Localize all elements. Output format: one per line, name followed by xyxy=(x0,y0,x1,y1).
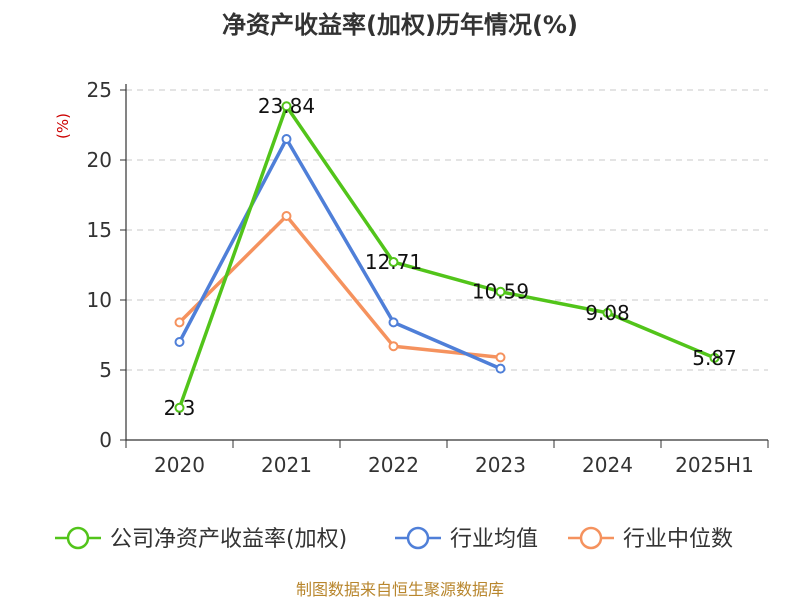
data-label-2023: 10.59 xyxy=(472,280,529,304)
series-2 xyxy=(174,211,506,363)
legend-label-0: 公司净资产收益率(加权) xyxy=(110,527,347,552)
series-layer xyxy=(174,101,720,413)
data-point-2021 xyxy=(281,101,292,112)
legend-item-0: 公司净资产收益率(加权) xyxy=(55,526,347,552)
data-label-2022: 12.71 xyxy=(365,250,422,274)
data-point-2025H1 xyxy=(709,352,720,363)
data-point-2022 xyxy=(388,257,399,268)
data-point-2022 xyxy=(388,317,399,328)
y-tick-label: 15 xyxy=(87,218,112,242)
data-point-2023 xyxy=(495,352,506,363)
axis-layer: 0 5 10 15 20 25 2020 2021 2022 2023 2024 2025H1 xyxy=(87,78,769,477)
source-note: 制图数据来自恒生聚源数据库 xyxy=(296,580,504,599)
series-line-0 xyxy=(177,104,717,410)
x-tick-label-2020: 2020 xyxy=(154,453,205,477)
data-point-2021 xyxy=(281,211,292,221)
x-tick-label-2023: 2023 xyxy=(475,453,526,477)
data-point-2022 xyxy=(388,341,399,352)
y-axis-label: (%) xyxy=(54,113,72,139)
legend-marker-2 xyxy=(579,526,603,550)
chart-title: 净资产收益率(加权)历年情况(%) xyxy=(222,11,578,39)
y-tick-label: 10 xyxy=(87,288,112,312)
legend-item-1: 行业均值 xyxy=(395,526,538,552)
data-label-2024: 9.08 xyxy=(585,301,630,325)
data-label-2025H1: 5.87 xyxy=(692,346,737,370)
data-point-2024 xyxy=(602,307,613,318)
legend-marker-0 xyxy=(66,526,90,550)
data-label-2020: 2.3 xyxy=(164,396,196,420)
grid-layer xyxy=(126,89,768,371)
series-1 xyxy=(174,134,506,374)
series-0 xyxy=(174,101,720,413)
legend-marker-1 xyxy=(406,526,430,550)
legend-label-1: 行业均值 xyxy=(450,527,538,552)
series-line-2 xyxy=(177,214,503,360)
legend: 公司净资产收益率(加权) 行业均值 行业中位数 xyxy=(55,526,733,552)
data-label-2021: 23.84 xyxy=(258,94,315,118)
data-point-2020 xyxy=(174,337,185,347)
x-tick-label-2021: 2021 xyxy=(261,453,312,477)
data-point-2023 xyxy=(495,363,506,374)
data-point-2021 xyxy=(281,134,292,144)
data-point-2020 xyxy=(174,317,185,328)
x-tick-label-2024: 2024 xyxy=(582,453,633,477)
y-tick-label: 20 xyxy=(87,148,112,172)
y-tick-label: 5 xyxy=(99,358,112,382)
x-tick-label-2022: 2022 xyxy=(368,453,419,477)
data-point-2023 xyxy=(495,286,506,297)
data-point-2020 xyxy=(174,402,185,413)
y-tick-label: 0 xyxy=(99,428,112,452)
legend-item-2: 行业中位数 xyxy=(568,526,733,552)
legend-label-2: 行业中位数 xyxy=(623,527,733,552)
x-tick-label-2025H1: 2025H1 xyxy=(675,453,754,477)
y-tick-label: 25 xyxy=(87,78,112,102)
series-line-1 xyxy=(177,137,503,371)
data-label-layer: 2.3 23.84 12.71 10.59 9.08 5.87 xyxy=(164,94,737,420)
